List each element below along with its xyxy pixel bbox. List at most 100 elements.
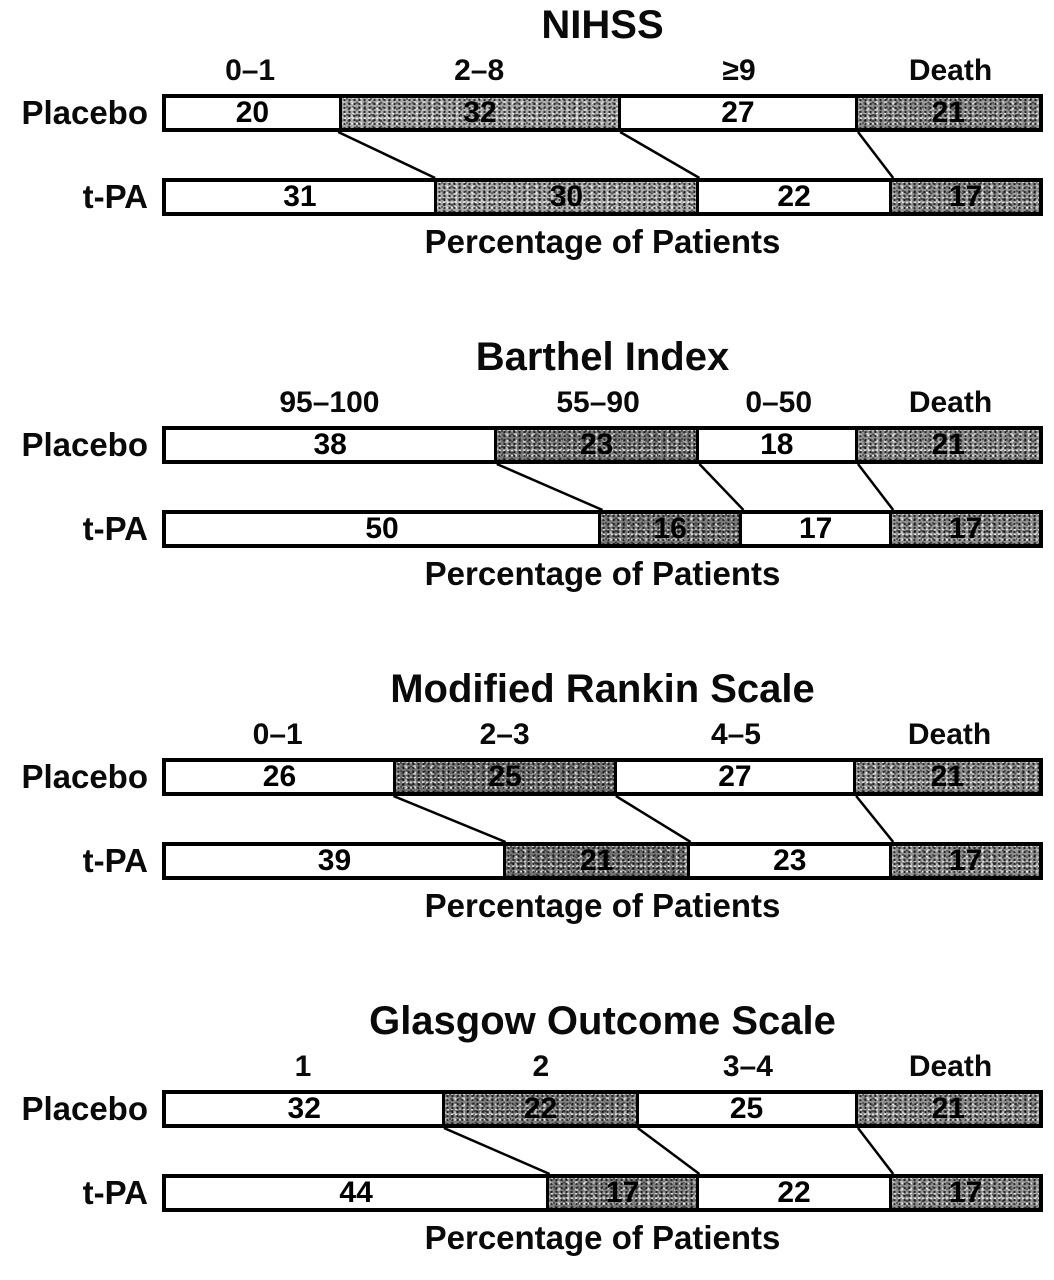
segment-value: 44 — [339, 1176, 373, 1209]
segment-value: 20 — [235, 96, 270, 129]
segment-value: 39 — [317, 844, 352, 877]
connector-line — [856, 796, 893, 842]
segment-value: 25 — [729, 1092, 764, 1125]
segment-value: 32 — [287, 1092, 321, 1125]
chart-title: Barthel Index — [475, 335, 730, 379]
bar-segment: 32 — [338, 96, 619, 129]
category-label: 2–8 — [454, 54, 505, 87]
category-label: Death — [908, 1050, 993, 1083]
stacked-bar-tpa: 39 21 23 17 — [162, 842, 1043, 880]
segment-value: 31 — [283, 180, 317, 213]
stacked-bar-placebo: 20 32 27 21 — [162, 94, 1043, 132]
segment-value: 22 — [777, 180, 811, 213]
segment-value: 18 — [760, 428, 794, 461]
row-label-placebo: Placebo — [21, 94, 148, 131]
category-label: Death — [908, 54, 993, 87]
bar-segment: 22 — [442, 1092, 636, 1125]
bar-segment: 38 — [166, 430, 495, 460]
segment-value: 22 — [777, 1176, 811, 1209]
segment-value: 30 — [549, 180, 584, 213]
row-label-tpa: t-PA — [82, 178, 148, 215]
bar-segment: 21 — [854, 430, 1039, 460]
bar-segment: 25 — [635, 1092, 855, 1125]
segment-value: 25 — [488, 760, 522, 793]
stacked-bar-tpa: 50 16 17 17 — [162, 510, 1043, 548]
category-label-row: 0–1 2–8 ≥9 Death — [162, 54, 1043, 88]
connector-line — [497, 464, 603, 510]
segment-value: 22 — [523, 1092, 558, 1125]
chart-title: Glasgow Outcome Scale — [369, 999, 836, 1043]
bar-segment: 17 — [739, 514, 890, 544]
connector-line — [858, 1128, 893, 1174]
bar-segment: 30 — [433, 180, 697, 213]
connector-line — [444, 1128, 550, 1174]
chart-section: NIHSS 0–1 2–8 ≥9 Death Placebo 20 32 27 21 t-PA 31 3… — [0, 4, 1054, 260]
chart-title: NIHSS — [541, 3, 664, 47]
category-label: 2 — [532, 1050, 550, 1083]
segment-value: 32 — [463, 96, 497, 129]
segment-value: 50 — [365, 512, 399, 545]
stacked-bar-placebo: 26 25 27 21 — [162, 758, 1043, 796]
segment-value: 26 — [262, 760, 297, 793]
category-label: Death — [908, 386, 993, 419]
connector-line — [858, 132, 893, 178]
connector-lines — [162, 796, 1043, 842]
segment-value: 16 — [653, 512, 687, 545]
connector-lines — [162, 1128, 1043, 1174]
bar-segment: 44 — [166, 1176, 547, 1209]
chart-section: Barthel Index 95–100 55–90 0–50 Death Placebo… — [0, 336, 1054, 592]
bar-segment: 31 — [166, 182, 434, 212]
category-label: 1 — [294, 1050, 312, 1083]
connector-line — [620, 132, 699, 178]
bar-segment: 21 — [854, 1094, 1039, 1124]
category-label: Death — [907, 718, 992, 751]
row-label-tpa: t-PA — [82, 1174, 148, 1211]
bar-segment: 23 — [494, 428, 697, 461]
bar-segment: 27 — [618, 98, 855, 128]
x-axis-label: Percentage of Patients — [424, 223, 781, 260]
bar-row-placebo: Placebo 38 23 18 21 — [21, 426, 1043, 464]
bar-row-tpa: t-PA 50 16 17 17 — [83, 510, 1043, 548]
bar-segment: 22 — [696, 180, 890, 213]
category-label: 95–100 — [279, 386, 380, 419]
bar-segment: 21 — [854, 98, 1039, 128]
bar-row-tpa: t-PA 39 21 23 17 — [83, 842, 1043, 880]
chart-section: Modified Rankin Scale 0–1 2–3 4–5 Death Place… — [0, 668, 1054, 924]
bar-row-placebo: Placebo 20 32 27 21 — [21, 94, 1043, 132]
connector-line — [393, 796, 505, 842]
bar-segment: 21 — [852, 760, 1039, 793]
stacked-bar-tpa: 31 30 22 17 — [162, 178, 1043, 216]
category-label: 55–90 — [556, 386, 640, 419]
x-axis-label: Percentage of Patients — [424, 887, 781, 924]
category-label-row: 1 2 3–4 Death — [162, 1050, 1043, 1084]
bar-segment: 22 — [696, 1176, 890, 1209]
category-label: 0–1 — [225, 54, 276, 87]
row-label-placebo: Placebo — [21, 1090, 148, 1127]
connector-line — [858, 464, 893, 510]
segment-value: 21 — [579, 844, 614, 877]
segment-value: 17 — [948, 180, 983, 213]
stacked-bar-placebo: 38 23 18 21 — [162, 426, 1043, 464]
stacked-bar-tpa: 44 17 22 17 — [162, 1174, 1043, 1212]
chart-section: Glasgow Outcome Scale 1 2 3–4 Death Placebo 32… — [0, 1000, 1054, 1256]
stacked-bar-placebo: 32 22 25 21 — [162, 1090, 1043, 1128]
bar-segment: 32 — [166, 1092, 443, 1125]
bar-segment: 17 — [889, 846, 1039, 876]
bar-segment: 18 — [696, 430, 855, 460]
segment-value: 23 — [579, 428, 614, 461]
row-label-placebo: Placebo — [21, 758, 148, 795]
connector-line — [616, 796, 691, 842]
bar-segment: 27 — [614, 762, 853, 792]
bar-segment: 26 — [166, 762, 393, 792]
segment-value: 17 — [948, 1176, 983, 1209]
segment-value: 17 — [605, 1176, 640, 1209]
segment-value: 21 — [930, 760, 965, 793]
bar-row-tpa: t-PA 31 30 22 17 — [83, 178, 1043, 216]
bar-segment: 17 — [889, 1178, 1039, 1208]
bar-segment: 23 — [687, 846, 890, 876]
bar-row-placebo: Placebo 26 25 27 21 — [21, 758, 1043, 796]
bar-segment: 17 — [889, 182, 1039, 212]
segment-value: 17 — [948, 844, 983, 877]
segment-value: 27 — [718, 760, 752, 793]
row-label-placebo: Placebo — [21, 426, 148, 463]
